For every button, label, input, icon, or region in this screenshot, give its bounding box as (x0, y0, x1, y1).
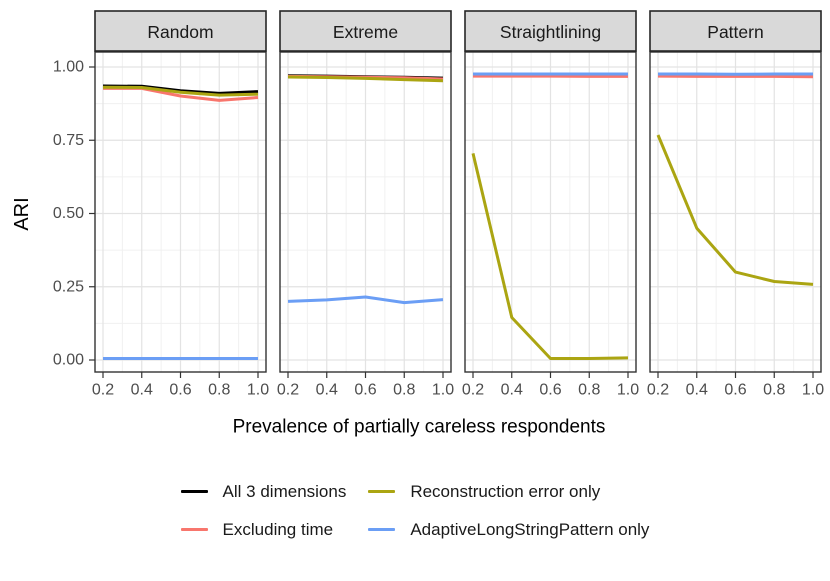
legend-label: Reconstruction error only (410, 482, 601, 501)
x-tick-label: 0.4 (316, 382, 338, 399)
y-tick-label: 0.25 (53, 278, 84, 295)
legend-label: Excluding time (222, 520, 334, 539)
x-tick-label: 1.0 (432, 382, 454, 399)
line-reconstruction-error-only (471, 153, 629, 360)
x-tick-label: 0.6 (539, 382, 561, 399)
legend-item-excluding-time: Excluding time (180, 519, 347, 540)
legend-item-adaptivelongstringpattern-only: AdaptiveLongStringPattern only (368, 519, 649, 540)
legend-key-all-3-dimensions (180, 489, 208, 494)
x-tick-label: 0.2 (647, 382, 669, 399)
x-tick-label: 0.2 (462, 382, 484, 399)
legend-item-all-3-dimensions: All 3 dimensions (180, 481, 347, 502)
x-tick-label: 0.6 (724, 382, 746, 399)
x-tick-label: 0.2 (277, 382, 299, 399)
x-tick-label: 0.4 (686, 382, 708, 399)
facet-panel-straightlining: Straightlining 0.2 0.4 0.6 0.8 1.0 (462, 10, 639, 399)
x-tick-label: 1.0 (247, 382, 269, 399)
x-tick-label: 0.6 (169, 382, 191, 399)
line-reconstruction-error-only (287, 75, 444, 83)
facet-panel-pattern: Pattern 0.2 0.4 0.6 0.8 1.0 (647, 10, 824, 399)
legend-key-excluding-time (180, 527, 208, 532)
x-tick-label: 0.6 (354, 382, 376, 399)
y-axis-title: ARI (11, 197, 33, 230)
x-tick-label: 0.8 (393, 382, 415, 399)
facet-strip-title: Pattern (707, 22, 763, 42)
legend-label: AdaptiveLongStringPattern only (410, 520, 650, 539)
x-tick-label: 0.8 (208, 382, 230, 399)
legend-item-reconstruction-error-only: Reconstruction error only (368, 481, 649, 502)
legend-key-adaptivelongstringpattern-only (368, 527, 396, 532)
facet-strip-title: Extreme (333, 22, 398, 42)
x-tick-label: 1.0 (802, 382, 824, 399)
line-reconstruction-error-only (656, 134, 814, 286)
chart-canvas: Random 0.2 0.4 0.6 0.8 1.0 Extreme 0.2 0.4 0.6 0.8… (11, 10, 824, 438)
x-tick-label: 1.0 (617, 382, 639, 399)
legend-label: All 3 dimensions (222, 482, 347, 501)
x-tick-label: 0.4 (501, 382, 523, 399)
x-tick-label: 0.8 (763, 382, 785, 399)
y-tick-label: 0.50 (53, 205, 84, 222)
x-axis-title: Prevalence of partially careless respond… (233, 417, 606, 438)
line-reconstruction-error-only (102, 85, 259, 97)
x-tick-label: 0.8 (578, 382, 600, 399)
legend-grid: All 3 dimensions Excluding time Reconstr… (180, 481, 649, 540)
facet-strip-title: Straightlining (500, 22, 601, 42)
facet-strip (649, 10, 822, 52)
y-tick-label: 0.75 (53, 132, 84, 149)
legend-key-reconstruction-error-only (368, 489, 396, 494)
line-adaptivelongstringpattern-only (287, 295, 444, 305)
x-tick-label: 0.4 (131, 382, 153, 399)
x-tick-label: 0.2 (92, 382, 114, 399)
facet-strip (94, 10, 267, 52)
facet-strip-title: Random (147, 22, 213, 42)
facet-strip (464, 10, 637, 52)
facet-strip (279, 10, 452, 52)
facet-panel-extreme: Extreme 0.2 0.4 0.6 0.8 1.0 (277, 10, 454, 399)
legend: All 3 dimensions Excluding time Reconstr… (0, 481, 830, 540)
line-excluding-time (657, 74, 814, 79)
y-tick-label: 1.00 (53, 59, 84, 76)
facet-panel-random: Random 0.2 0.4 0.6 0.8 1.0 (92, 10, 269, 399)
y-tick-label: 0.00 (53, 352, 84, 369)
